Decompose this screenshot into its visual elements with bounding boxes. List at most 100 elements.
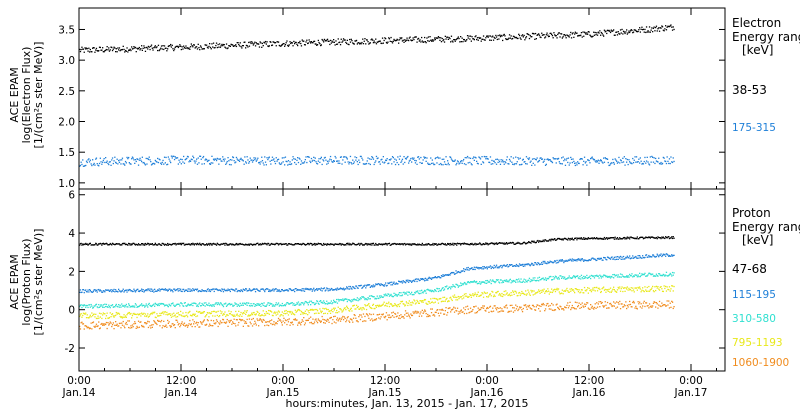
data-point — [182, 48, 184, 50]
data-point — [301, 311, 303, 314]
data-point — [520, 243, 522, 245]
data-point — [224, 158, 226, 160]
data-point — [596, 290, 599, 292]
data-point — [432, 242, 434, 245]
data-point — [511, 264, 513, 266]
data-point — [369, 286, 371, 288]
data-point — [131, 46, 133, 48]
data-point — [417, 278, 419, 280]
data-point — [237, 243, 239, 245]
data-point — [616, 34, 619, 36]
data-point — [566, 278, 568, 280]
data-point — [420, 41, 422, 43]
data-point — [538, 280, 540, 282]
data-point — [80, 161, 82, 163]
data-point — [146, 46, 148, 49]
data-point — [211, 311, 213, 313]
data-point — [394, 158, 396, 160]
data-point — [568, 238, 570, 240]
data-point — [541, 291, 543, 293]
data-point — [593, 237, 595, 239]
data-point — [267, 321, 269, 323]
data-point — [319, 308, 321, 310]
data-point — [671, 236, 673, 238]
y-tick-label-electron-1: 1.5 — [58, 147, 75, 159]
data-point — [567, 161, 569, 164]
data-point — [437, 243, 440, 245]
data-point — [583, 292, 585, 294]
data-point — [359, 307, 362, 309]
data-point — [467, 296, 469, 298]
data-point — [655, 275, 657, 277]
data-point — [490, 242, 492, 244]
data-point — [625, 287, 627, 289]
data-point — [434, 289, 436, 291]
data-point — [533, 290, 535, 292]
data-point — [93, 244, 95, 246]
data-point — [531, 240, 534, 242]
data-point — [642, 274, 644, 276]
data-point — [167, 305, 169, 307]
data-point — [124, 49, 127, 52]
data-point — [520, 164, 522, 166]
data-point — [238, 310, 240, 312]
data-point — [110, 243, 112, 245]
data-point — [528, 37, 531, 40]
data-point — [143, 161, 145, 164]
data-point — [365, 285, 368, 287]
data-point — [651, 236, 653, 238]
data-point — [369, 42, 371, 44]
y-tick-label-electron-2: 2.0 — [58, 117, 75, 129]
data-point — [502, 295, 504, 298]
data-point — [647, 290, 649, 292]
data-point — [467, 281, 469, 283]
data-point — [174, 156, 176, 158]
data-point — [264, 289, 267, 291]
data-point — [160, 163, 163, 165]
data-point — [255, 313, 257, 315]
data-point — [632, 157, 634, 160]
data-point — [419, 39, 421, 41]
data-point — [419, 161, 421, 164]
data-point — [589, 238, 591, 240]
data-point — [632, 276, 634, 278]
data-point — [450, 296, 452, 298]
data-point — [596, 161, 599, 163]
data-point — [371, 244, 373, 246]
data-point — [329, 289, 331, 292]
data-point — [188, 243, 190, 245]
data-point — [475, 157, 477, 159]
data-point — [596, 237, 598, 239]
data-point — [176, 45, 178, 47]
data-point — [611, 237, 613, 239]
data-point — [288, 163, 290, 165]
data-point — [340, 299, 342, 301]
data-point — [228, 45, 231, 47]
data-point — [631, 163, 633, 165]
data-point — [542, 239, 544, 241]
data-point — [313, 287, 315, 289]
data-point — [620, 32, 622, 34]
data-point — [279, 290, 281, 293]
data-point — [286, 312, 288, 314]
data-point — [502, 294, 505, 296]
data-point — [428, 163, 430, 165]
data-point — [219, 304, 221, 306]
data-point — [644, 256, 646, 259]
data-point — [654, 162, 656, 165]
data-point — [639, 272, 641, 274]
data-point — [180, 288, 182, 290]
data-point — [302, 242, 304, 245]
data-point — [461, 283, 463, 285]
data-point — [554, 158, 557, 160]
data-point — [531, 164, 533, 166]
data-point — [143, 312, 145, 314]
data-point — [531, 262, 533, 264]
data-point — [485, 242, 487, 244]
data-point — [263, 302, 265, 304]
data-point — [424, 277, 427, 279]
data-point — [323, 312, 325, 315]
data-point — [172, 48, 174, 50]
data-point — [510, 264, 512, 266]
data-point — [137, 313, 139, 315]
